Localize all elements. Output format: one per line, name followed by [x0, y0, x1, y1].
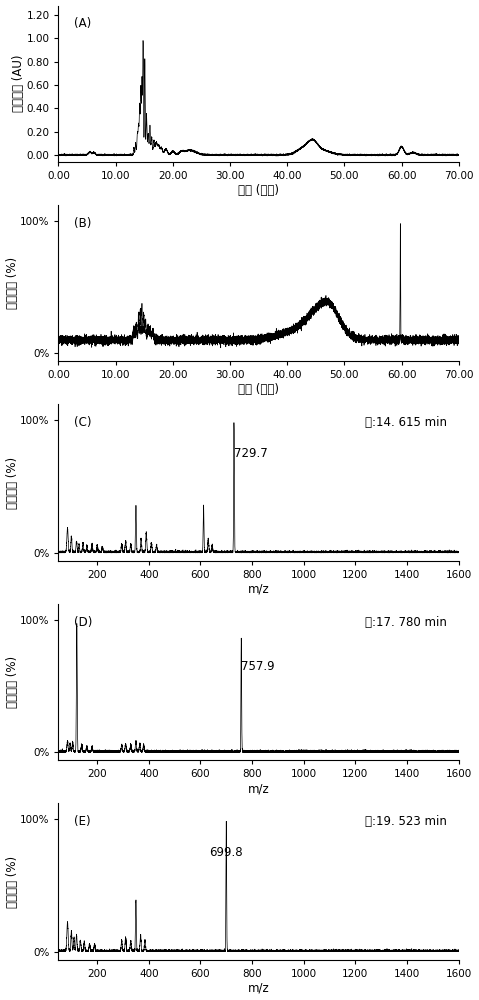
Text: (A): (A): [74, 17, 92, 30]
Y-axis label: 响应强度 (%): 响应强度 (%): [6, 457, 19, 509]
Text: (C): (C): [74, 416, 92, 429]
X-axis label: 时间 (分钟): 时间 (分钟): [238, 184, 279, 197]
Text: 峰:14. 615 min: 峰:14. 615 min: [365, 416, 447, 429]
Y-axis label: 紫外吸收 (AU): 紫外吸收 (AU): [12, 55, 25, 112]
Text: (D): (D): [74, 616, 93, 629]
Text: 峰:17. 780 min: 峰:17. 780 min: [365, 616, 447, 629]
Text: (B): (B): [74, 217, 92, 230]
Text: 699.8: 699.8: [209, 846, 243, 859]
X-axis label: m/z: m/z: [248, 583, 270, 596]
Y-axis label: 响应强度 (%): 响应强度 (%): [6, 257, 19, 309]
X-axis label: 时间 (分钟): 时间 (分钟): [238, 383, 279, 396]
Y-axis label: 响应强度 (%): 响应强度 (%): [6, 656, 19, 708]
Text: (E): (E): [74, 815, 91, 828]
X-axis label: m/z: m/z: [248, 981, 270, 994]
Text: 729.7: 729.7: [234, 447, 268, 460]
X-axis label: m/z: m/z: [248, 782, 270, 795]
Text: 峰:19. 523 min: 峰:19. 523 min: [365, 815, 447, 828]
Text: 757.9: 757.9: [241, 660, 275, 673]
Y-axis label: 响应强度 (%): 响应强度 (%): [6, 855, 19, 908]
